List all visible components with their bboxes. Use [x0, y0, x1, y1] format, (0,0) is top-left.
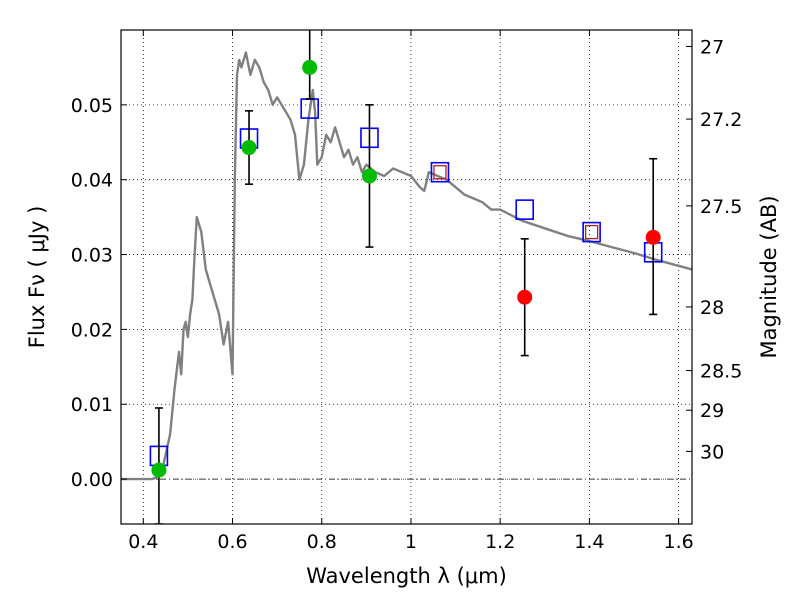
magnitude-tick-label: 29 [700, 400, 724, 422]
x-tick-label: 1.6 [664, 531, 694, 553]
x-tick-label: 0.8 [307, 531, 337, 553]
tick-layer: 0.4 0.6 0.8 1 1.2 1.4 1.6 0.00 0.01 0.02 0.03 0.04 0… [71, 30, 742, 553]
grid-layer [121, 30, 692, 524]
y-tick-label: 0.03 [71, 245, 113, 267]
magnitude-tick-label: 27 [700, 36, 724, 58]
x-tick-label: 1.2 [485, 531, 515, 553]
x-tick-label: 1.4 [574, 531, 604, 553]
observed-flux-point [645, 229, 661, 245]
x-tick-label: 1 [405, 531, 417, 553]
magnitude-tick-label: 30 [700, 441, 724, 463]
magnitude-tick-label: 28 [700, 297, 724, 319]
alt-model-square [584, 224, 599, 240]
x-axis-title: Wavelength λ (μm) [306, 564, 507, 588]
x-tick-label: 0.6 [217, 531, 247, 553]
magnitude-tick-label: 27.2 [700, 109, 742, 131]
sed-model-line [121, 51, 692, 481]
y-right-axis-title: Magnitude (AB) [757, 195, 781, 358]
y-tick-label: 0.00 [71, 469, 113, 491]
y-axis-title: Flux Fν ( μJy ) [25, 206, 49, 349]
observed-flux-point [151, 462, 167, 478]
model-photometry-square [430, 161, 450, 183]
model-photometry-square [582, 221, 601, 243]
magnitude-tick-label: 28.5 [700, 361, 742, 383]
data-layer [121, 30, 692, 524]
observed-flux-point [302, 59, 318, 75]
observed-flux-point [241, 140, 257, 156]
y-tick-label: 0.02 [71, 319, 113, 341]
y-tick-label: 0.05 [71, 95, 113, 117]
x-tick-label: 0.4 [128, 531, 158, 553]
magnitude-tick-label: 27.5 [700, 196, 742, 218]
model-photometry-square [515, 199, 535, 220]
observed-flux-point [517, 289, 533, 305]
plot-frame [120, 29, 693, 525]
y-tick-label: 0.01 [71, 394, 113, 416]
observed-flux-point [361, 168, 377, 184]
alt-model-square [433, 165, 447, 180]
y-tick-label: 0.04 [71, 170, 113, 192]
